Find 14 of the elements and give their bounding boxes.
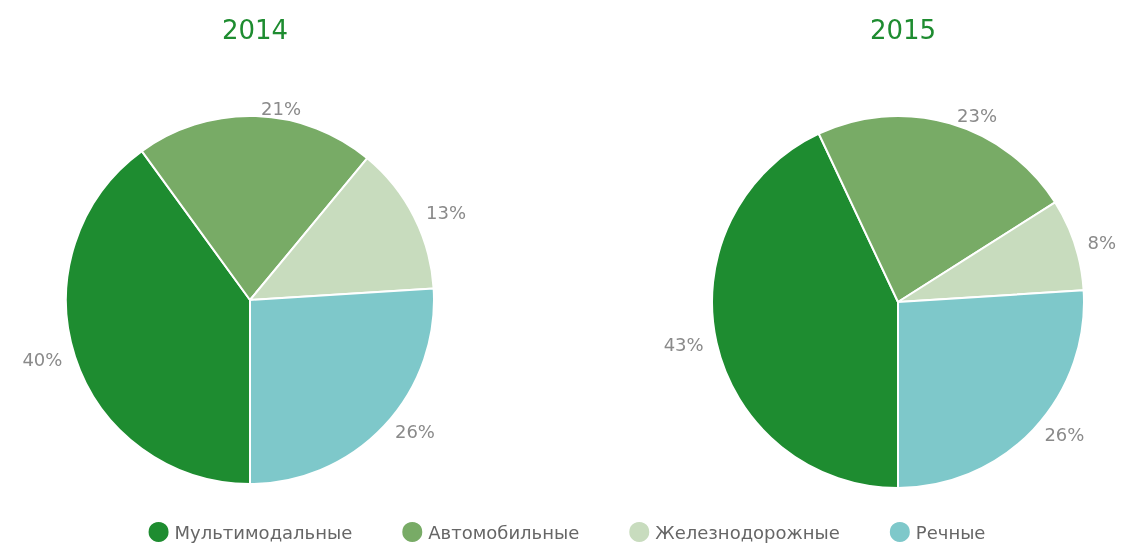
legend-label: Мультимодальные bbox=[174, 521, 353, 543]
legend-label: Железнодорожные bbox=[655, 521, 840, 543]
data-label: 26% bbox=[1044, 424, 1085, 446]
data-label: 23% bbox=[957, 105, 998, 127]
data-label: 43% bbox=[663, 333, 704, 355]
slice-label: 2014 bbox=[221, 15, 289, 45]
data-label: 40% bbox=[22, 348, 63, 370]
slice-label: 2015 bbox=[869, 15, 937, 45]
data-label: 21% bbox=[261, 97, 302, 119]
legend-label: Автомобильные bbox=[428, 521, 580, 543]
data-label: 8% bbox=[1087, 231, 1117, 253]
data-label: 13% bbox=[426, 202, 467, 224]
data-label: 26% bbox=[394, 420, 435, 442]
legend-label: Речные bbox=[915, 521, 986, 543]
